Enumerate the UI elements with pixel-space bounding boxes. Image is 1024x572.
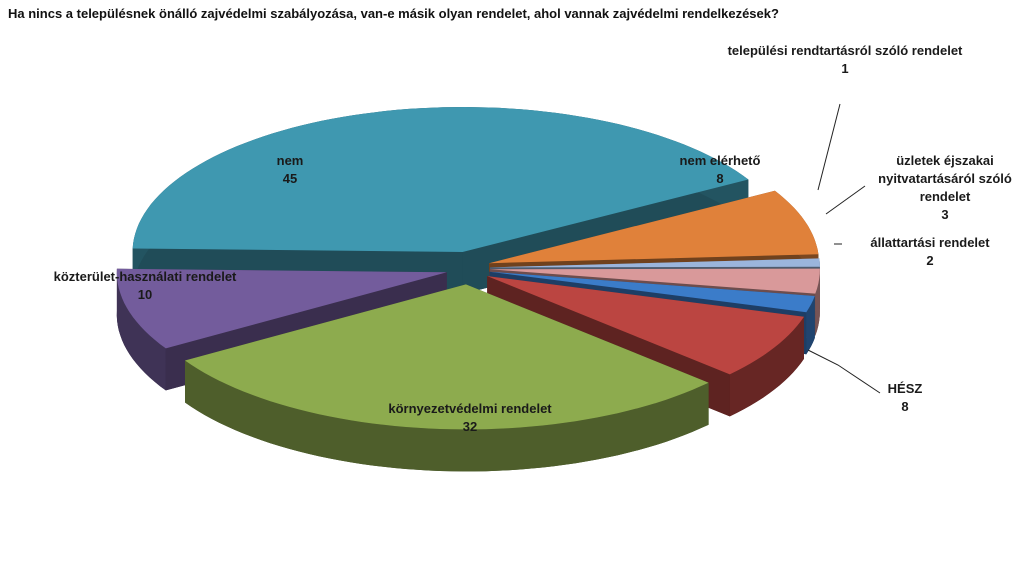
leader-line [825,185,866,215]
slice-wall [116,268,166,391]
data-label: állattartási rendelet 2 [840,234,1020,270]
slice-top [116,268,447,349]
data-label: közterület-használati rendelet 10 [20,268,270,304]
label-value: 10 [137,287,153,302]
slice-top [490,258,820,268]
slice-wall [729,316,804,417]
data-label: környezetvédelmi rendelet 32 [330,400,610,436]
slice-top [489,268,820,294]
label-name: állattartási rendelet [870,235,990,250]
label-value: 32 [462,419,478,434]
label-value: 2 [926,253,934,268]
slice-wall [185,360,709,472]
label-name: üzletek éjszakai nyitvatartásáról szóló … [878,153,1012,204]
leader-line [807,349,881,394]
label-value: 8 [901,399,909,414]
label-value: 1 [841,61,849,76]
data-label: HÉSZ 8 [860,380,950,416]
chart-title: Ha nincs a településnek önálló zajvédelm… [8,6,779,21]
slice-top [489,190,819,264]
slice [185,284,709,472]
label-value: 3 [941,207,949,222]
label-name: nem [276,153,304,168]
label-name: nem elérhető [679,153,761,168]
slice-top [132,107,749,252]
slice-wall [815,268,820,336]
slice-top [185,284,709,430]
label-name: HÉSZ [887,381,923,396]
slice-wall [806,296,815,355]
data-label: települési rendtartásról szóló rendelet 1 [725,42,965,78]
label-name: települési rendtartásról szóló rendelet [727,43,963,58]
data-label: nem elérhető 8 [650,152,790,188]
label-value: 8 [716,171,724,186]
label-value: 45 [282,171,298,186]
label-name: környezetvédelmi rendelet [388,401,552,416]
leader-line [817,103,841,191]
label-name: közterület-használati rendelet [53,269,237,284]
data-label: üzletek éjszakai nyitvatartásáról szóló … [860,152,1024,224]
slice [132,107,749,294]
slice-top [489,271,815,313]
slice-top [487,276,804,375]
data-label: nem 45 [200,152,380,188]
